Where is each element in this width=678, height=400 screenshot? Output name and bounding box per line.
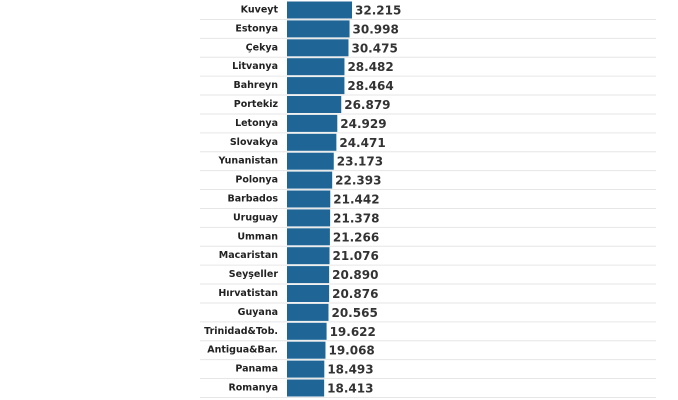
- category-label: Yunanistan: [217, 156, 278, 167]
- value-label: 21.266: [333, 230, 379, 244]
- value-label: 23.173: [337, 155, 383, 169]
- category-label: Macaristan: [219, 250, 278, 261]
- bar: [287, 114, 338, 132]
- category-label: Estonya: [235, 23, 278, 34]
- category-label: Portekiz: [234, 99, 279, 110]
- value-label: 19.068: [328, 344, 374, 358]
- category-label: Guyana: [238, 307, 278, 318]
- bar: [287, 152, 334, 170]
- bar: [287, 77, 345, 95]
- value-label: 22.393: [335, 174, 381, 188]
- value-label: 18.493: [327, 363, 373, 377]
- category-label: Çekya: [246, 42, 278, 53]
- value-label: 30.998: [353, 22, 399, 36]
- bar: [287, 20, 350, 38]
- category-label: Romanya: [228, 383, 278, 394]
- value-label: 21.076: [333, 249, 379, 263]
- category-label: Seyşeller: [229, 269, 279, 280]
- value-label: 20.876: [332, 287, 378, 301]
- category-label: Bahreyn: [234, 80, 279, 91]
- category-label: Trinidad&Tob.: [204, 326, 278, 337]
- bar: [287, 285, 330, 302]
- bar: [287, 209, 331, 227]
- category-label: Umman: [237, 231, 278, 242]
- bar: [287, 58, 345, 76]
- value-label: 21.442: [333, 193, 379, 207]
- value-label: 32.215: [355, 4, 401, 18]
- value-label: 20.890: [332, 268, 378, 282]
- value-label: 18.413: [327, 382, 373, 396]
- value-label: 30.475: [351, 41, 397, 55]
- bar: [287, 341, 326, 359]
- category-label: Antigua&Bar.: [207, 345, 278, 356]
- bar: [287, 247, 330, 265]
- category-label: Hırvatistan: [218, 288, 278, 299]
- bar: [287, 133, 337, 151]
- value-label: 24.471: [339, 136, 385, 150]
- bar: [287, 228, 330, 246]
- bar: [287, 190, 331, 208]
- value-label: 28.482: [347, 60, 393, 74]
- bar: [287, 303, 329, 321]
- value-label: 20.565: [331, 306, 377, 320]
- category-label: Letonya: [235, 118, 278, 129]
- category-label: Litvanya: [232, 61, 278, 72]
- value-label: 19.622: [330, 325, 376, 339]
- category-label: Uruguay: [233, 212, 279, 223]
- bar: [287, 1, 352, 19]
- value-label: 21.378: [333, 211, 379, 225]
- category-label: Kuveyt: [241, 5, 279, 16]
- bar: [287, 39, 349, 57]
- bar: [287, 96, 342, 113]
- category-label: Slovakya: [230, 137, 278, 148]
- bar: [287, 322, 327, 340]
- bar: [287, 171, 333, 189]
- value-label: 24.929: [340, 117, 386, 131]
- category-label: Panama: [235, 364, 278, 375]
- value-label: 28.464: [347, 79, 393, 93]
- value-label: 26.879: [344, 98, 390, 112]
- bar: [287, 360, 325, 378]
- bar: [287, 266, 330, 284]
- bar: [287, 379, 325, 397]
- category-label: Barbados: [227, 194, 278, 205]
- category-label: Polonya: [235, 175, 278, 186]
